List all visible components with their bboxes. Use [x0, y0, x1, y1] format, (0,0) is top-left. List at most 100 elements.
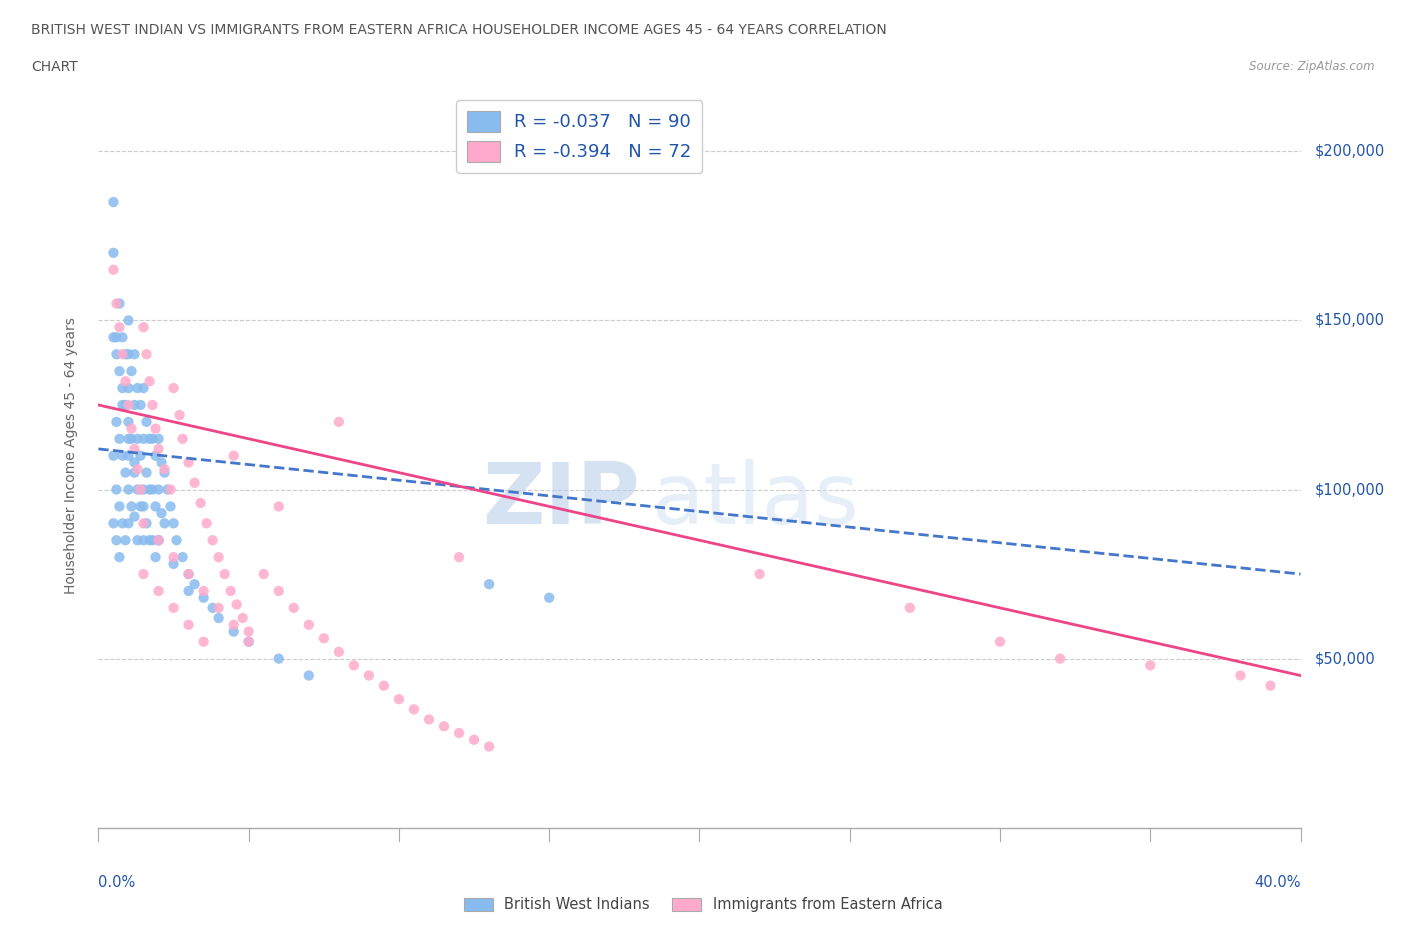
- Point: [127, 380, 149, 395]
- Point: [111, 516, 134, 531]
- Point: [111, 347, 134, 362]
- Point: [111, 380, 134, 395]
- Point: [117, 397, 139, 412]
- Point: [132, 533, 155, 548]
- Point: [132, 432, 155, 446]
- Point: [145, 550, 167, 565]
- Point: [124, 397, 146, 412]
- Point: [103, 246, 125, 260]
- Point: [138, 374, 160, 389]
- Point: [357, 668, 380, 683]
- Point: [238, 624, 260, 639]
- Point: [447, 725, 470, 740]
- Point: [463, 732, 485, 747]
- Point: [108, 320, 131, 335]
- Point: [162, 556, 184, 571]
- Point: [222, 618, 245, 632]
- Point: [105, 296, 128, 311]
- Point: [150, 455, 173, 470]
- Point: [145, 421, 167, 436]
- Point: [156, 482, 179, 497]
- Point: [127, 482, 149, 497]
- Point: [108, 550, 131, 565]
- Point: [145, 448, 167, 463]
- Point: [105, 347, 128, 362]
- Text: atlas: atlas: [651, 458, 859, 542]
- Point: [190, 496, 212, 511]
- Point: [238, 634, 260, 649]
- Point: [177, 618, 200, 632]
- Point: [105, 415, 128, 430]
- Point: [148, 533, 170, 548]
- Point: [208, 601, 231, 616]
- Point: [418, 712, 440, 727]
- Point: [127, 533, 149, 548]
- Point: [121, 432, 143, 446]
- Point: [121, 499, 143, 514]
- Text: 0.0%: 0.0%: [98, 875, 135, 890]
- Point: [1049, 651, 1071, 666]
- Point: [478, 739, 501, 754]
- Point: [124, 465, 146, 480]
- Point: [121, 364, 143, 379]
- Text: ZIP: ZIP: [482, 458, 640, 542]
- Point: [135, 465, 157, 480]
- Point: [141, 432, 163, 446]
- Point: [132, 499, 155, 514]
- Point: [105, 533, 128, 548]
- Point: [117, 380, 139, 395]
- Point: [127, 432, 149, 446]
- Point: [135, 415, 157, 430]
- Legend: R = -0.037   N = 90, R = -0.394   N = 72: R = -0.037 N = 90, R = -0.394 N = 72: [457, 100, 702, 173]
- Point: [141, 533, 163, 548]
- Point: [402, 702, 425, 717]
- Point: [538, 591, 561, 605]
- Point: [153, 516, 176, 531]
- Text: BRITISH WEST INDIAN VS IMMIGRANTS FROM EASTERN AFRICA HOUSEHOLDER INCOME AGES 45: BRITISH WEST INDIAN VS IMMIGRANTS FROM E…: [31, 23, 887, 37]
- Point: [183, 475, 205, 490]
- Point: [162, 601, 184, 616]
- Point: [312, 631, 335, 645]
- Point: [117, 313, 139, 328]
- Point: [117, 432, 139, 446]
- Text: $100,000: $100,000: [1315, 482, 1385, 497]
- Point: [232, 611, 254, 626]
- Point: [388, 692, 411, 707]
- Point: [201, 601, 224, 616]
- Point: [222, 624, 245, 639]
- Text: $150,000: $150,000: [1315, 312, 1385, 328]
- Point: [283, 601, 305, 616]
- Point: [124, 442, 146, 457]
- Point: [193, 634, 215, 649]
- Point: [148, 533, 170, 548]
- Text: $50,000: $50,000: [1315, 651, 1375, 666]
- Point: [193, 591, 215, 605]
- Point: [373, 678, 395, 693]
- Point: [162, 550, 184, 565]
- Point: [172, 550, 194, 565]
- Point: [132, 516, 155, 531]
- Point: [108, 499, 131, 514]
- Point: [328, 415, 350, 430]
- Point: [108, 432, 131, 446]
- Point: [177, 566, 200, 581]
- Point: [138, 432, 160, 446]
- Point: [148, 432, 170, 446]
- Point: [129, 482, 152, 497]
- Point: [1260, 678, 1282, 693]
- Point: [150, 506, 173, 521]
- Point: [111, 330, 134, 345]
- Point: [124, 509, 146, 524]
- Text: Source: ZipAtlas.com: Source: ZipAtlas.com: [1250, 60, 1375, 73]
- Point: [177, 455, 200, 470]
- Point: [141, 397, 163, 412]
- Point: [129, 448, 152, 463]
- Y-axis label: Householder Income Ages 45 - 64 years: Householder Income Ages 45 - 64 years: [63, 317, 77, 594]
- Point: [111, 397, 134, 412]
- Point: [129, 397, 152, 412]
- Point: [114, 347, 136, 362]
- Point: [132, 320, 155, 335]
- Point: [111, 448, 134, 463]
- Point: [183, 577, 205, 591]
- Point: [447, 550, 470, 565]
